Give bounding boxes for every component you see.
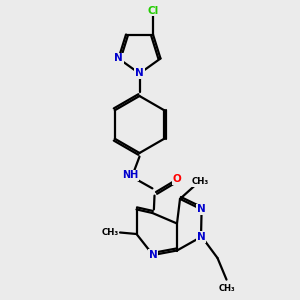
Text: N: N	[196, 232, 206, 242]
Text: O: O	[172, 174, 182, 184]
Text: NH: NH	[122, 170, 139, 181]
Text: N: N	[197, 204, 206, 214]
Text: CH₃: CH₃	[218, 284, 235, 293]
Text: Cl: Cl	[147, 5, 159, 16]
Text: N: N	[135, 68, 144, 79]
Text: CH₃: CH₃	[192, 177, 209, 186]
Text: CH₃: CH₃	[101, 228, 119, 237]
Text: N: N	[114, 53, 123, 64]
Text: N: N	[148, 250, 158, 260]
